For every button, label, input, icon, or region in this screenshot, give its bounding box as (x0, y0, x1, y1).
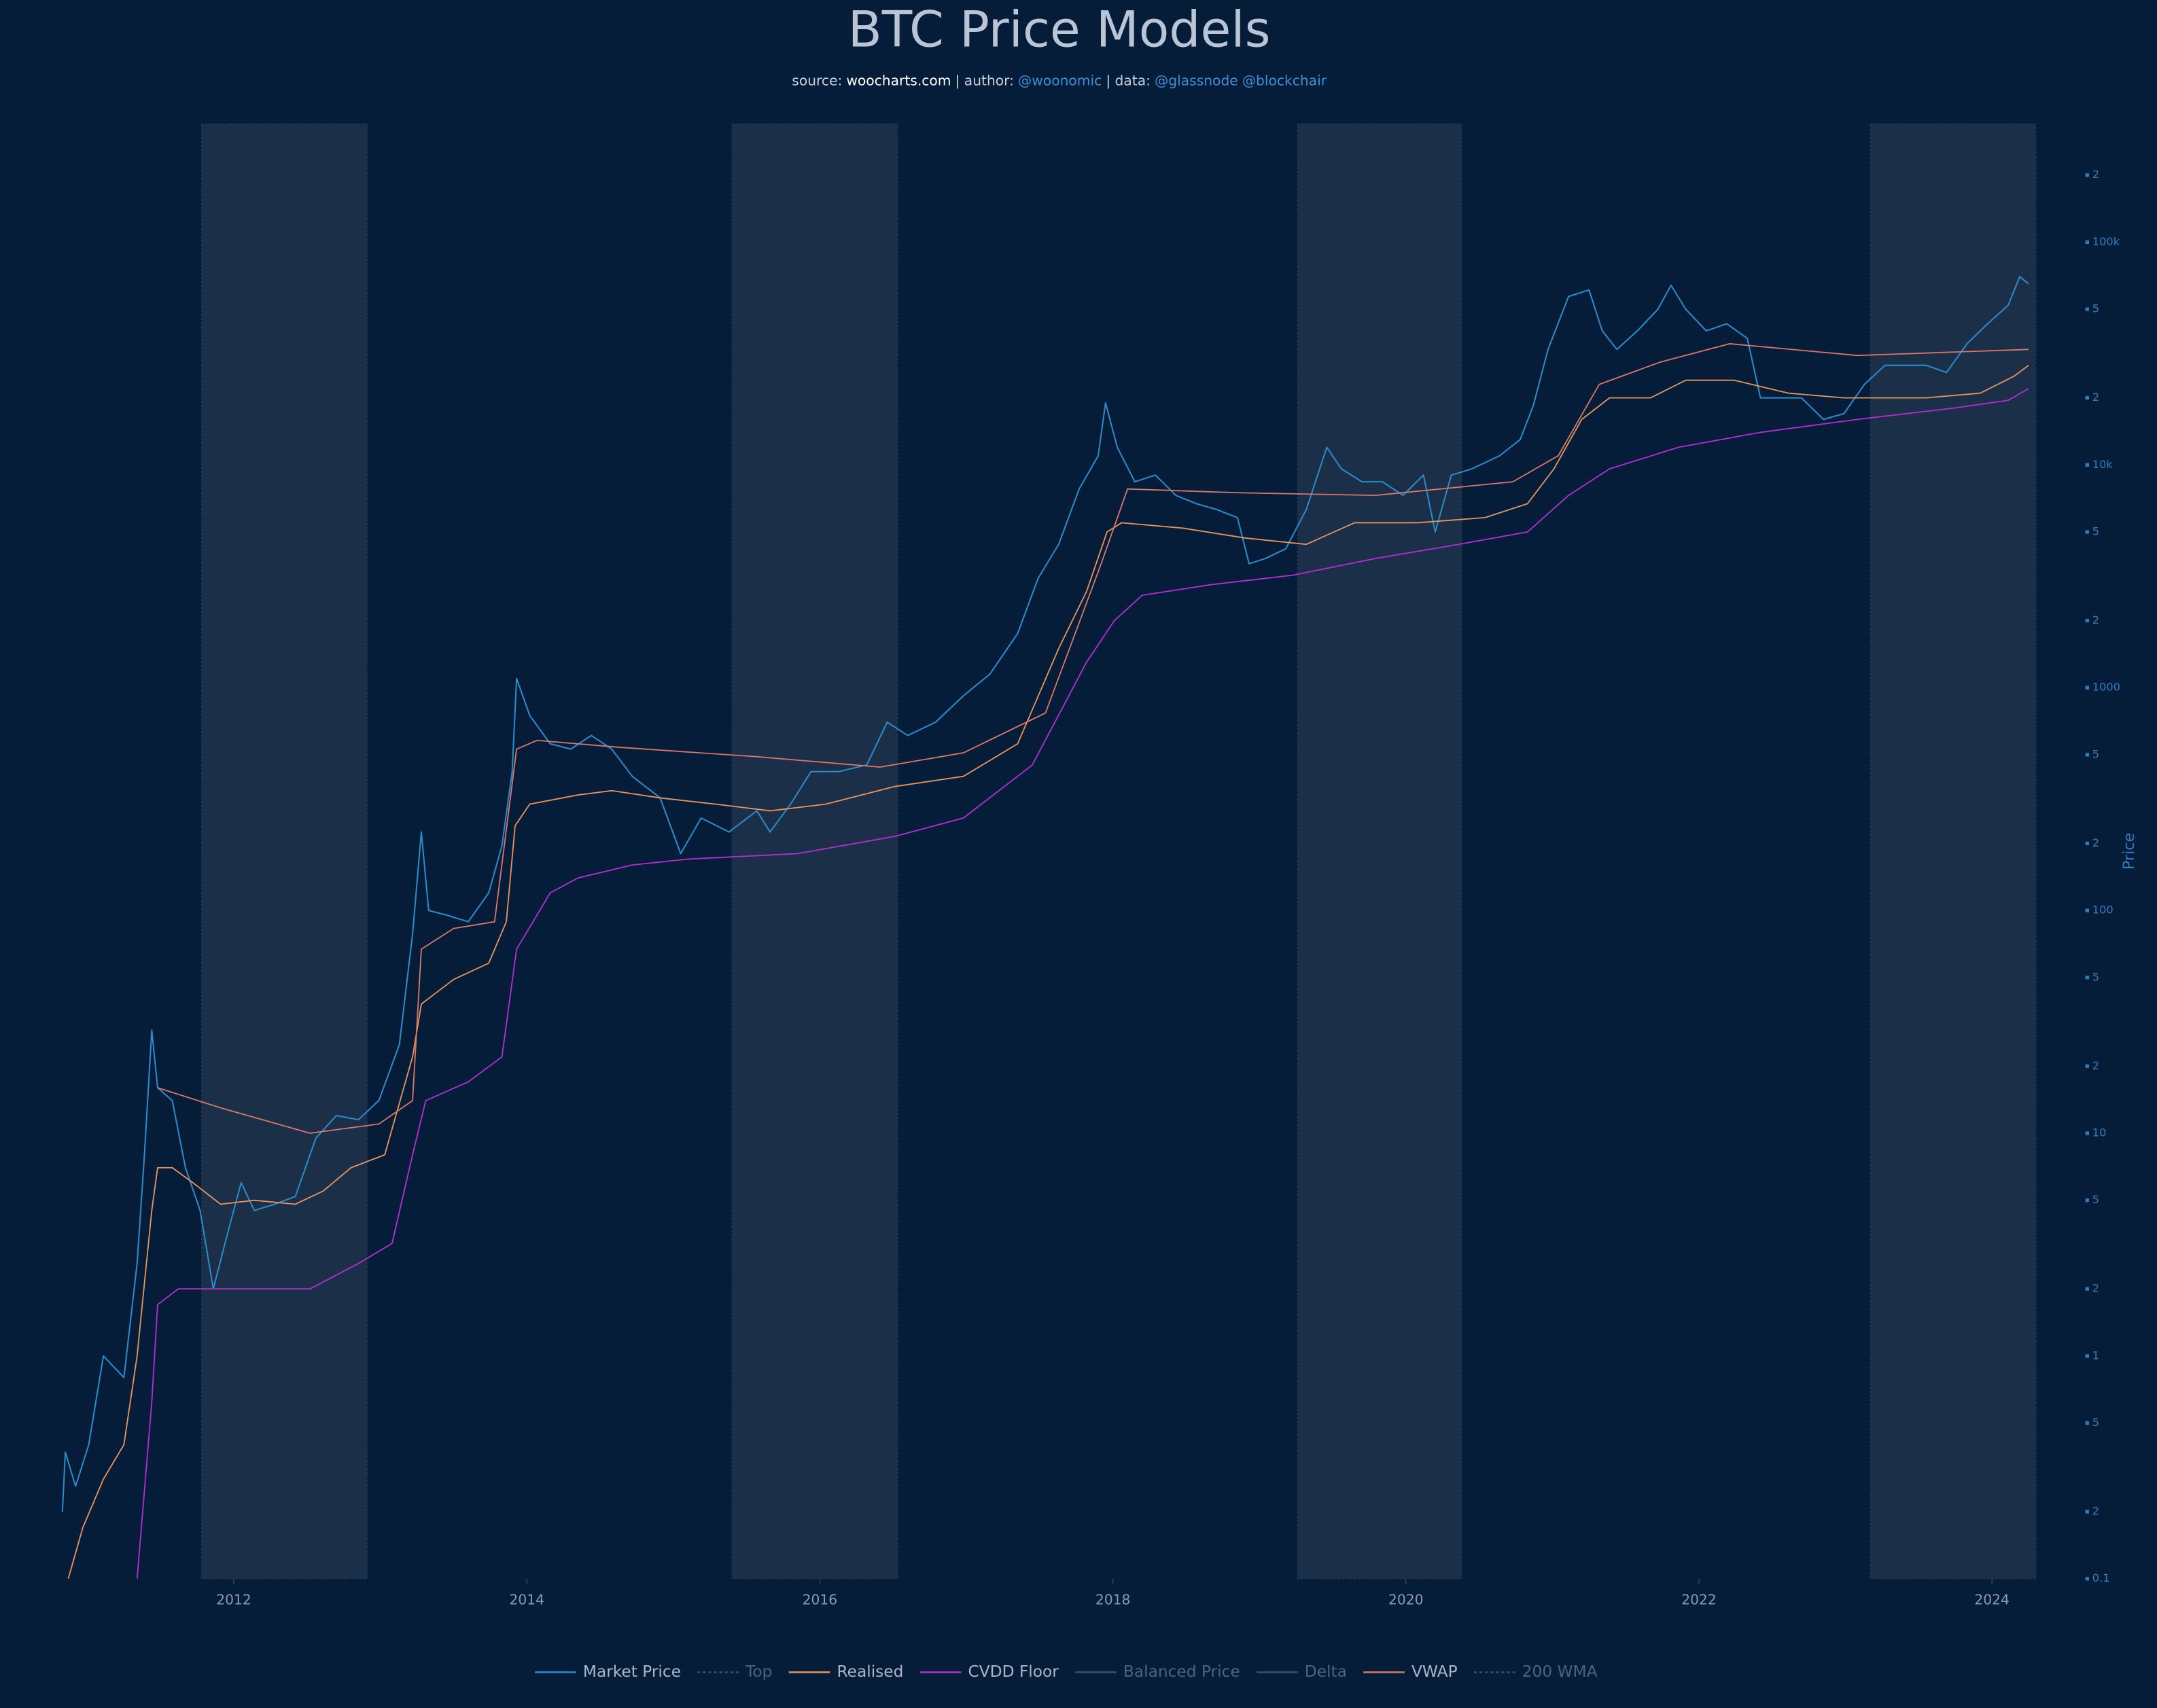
y-tick-label: 2 (2092, 836, 2099, 849)
y-tick-label: 5 (2092, 525, 2099, 538)
y-tick-label: 10 (2092, 1126, 2107, 1139)
subtitle-part: @woonomic (1018, 72, 1102, 88)
shaded-region (731, 123, 898, 1580)
legend-label: CVDD Floor (968, 1662, 1059, 1681)
chart-subtitle: source: woocharts.com | author: @woonomic | … (792, 72, 1327, 88)
legend-label: Market Price (583, 1662, 681, 1681)
shaded-region (1297, 123, 1462, 1580)
y-tick-mark (2085, 463, 2089, 467)
series-line (67, 364, 2029, 1579)
y-tick-label: 100k (2092, 235, 2120, 248)
y-tick-label: 10k (2092, 458, 2114, 471)
y-tick-mark (2085, 618, 2089, 623)
y-tick-mark (2085, 1131, 2089, 1135)
legend-label: VWAP (1411, 1662, 1458, 1681)
y-tick-label: 0.1 (2092, 1571, 2110, 1584)
legend-label: 200 WMA (1522, 1662, 1598, 1681)
y-tick-label: 2 (2092, 391, 2099, 404)
legend-label: Top (745, 1662, 772, 1681)
y-tick-mark (2085, 1198, 2089, 1203)
x-tick-label: 2020 (1388, 1592, 1424, 1608)
series-line (61, 276, 2029, 1512)
subtitle-part: @glassnode (1155, 72, 1238, 88)
y-tick-mark (2085, 1354, 2089, 1358)
y-tick-mark (2085, 1421, 2089, 1425)
y-tick-label: 5 (2092, 747, 2099, 760)
legend-label: Realised (837, 1662, 904, 1681)
y-tick-label: 5 (2092, 302, 2099, 315)
y-tick-mark (2085, 1064, 2089, 1068)
y-tick-mark (2085, 976, 2089, 980)
y-tick-mark (2085, 753, 2089, 757)
y-tick-label: 2 (2092, 168, 2099, 181)
y-tick-mark (2085, 908, 2089, 912)
subtitle-part: @blockchair (1242, 72, 1327, 88)
y-tick-label: 2 (2092, 1059, 2099, 1072)
y-tick-label: 2 (2092, 613, 2099, 626)
shaded-region (201, 123, 368, 1580)
x-tick-label: 2022 (1681, 1592, 1717, 1608)
subtitle-part: woocharts.com (846, 72, 951, 88)
x-tick-label: 2014 (509, 1592, 544, 1608)
y-tick-label: 100 (2092, 904, 2114, 917)
legend-label: Balanced Price (1123, 1662, 1240, 1681)
series-group (61, 276, 2029, 1579)
y-tick-mark (2085, 1287, 2089, 1291)
y-tick-mark (2085, 1577, 2089, 1581)
y-tick-mark (2085, 530, 2089, 534)
legend-label: Delta (1305, 1662, 1347, 1681)
y-tick-label: 2 (2092, 1505, 2099, 1518)
shaded-regions (201, 123, 2037, 1580)
y-tick-label: 1000 (2092, 681, 2120, 694)
chart-title: BTC Price Models (848, 1, 1271, 59)
shaded-region (1870, 123, 2037, 1580)
y-tick-mark (2085, 307, 2089, 311)
legend: Market Price Top Realised CVDD Floor Balance… (535, 1662, 1598, 1681)
y-tick-label: 1 (2092, 1349, 2099, 1362)
y-axis-label: Price (2120, 833, 2138, 870)
y-tick-mark (2085, 173, 2089, 177)
y-tick-mark (2085, 1510, 2089, 1514)
y-tick-mark (2085, 686, 2089, 690)
x-tick-label: 2012 (216, 1592, 251, 1608)
y-tick-mark (2085, 841, 2089, 846)
subtitle-part: | data: (1106, 72, 1151, 88)
y-tick-mark (2085, 240, 2089, 245)
x-tick-label: 2024 (1974, 1592, 2010, 1608)
y-tick-label: 5 (2092, 970, 2099, 983)
y-tick-label: 5 (2092, 1416, 2099, 1429)
x-tick-label: 2018 (1095, 1592, 1131, 1608)
series-line (136, 388, 2029, 1579)
subtitle-part: | author: (955, 72, 1014, 88)
series-line (157, 343, 2029, 1134)
y-tick-label: 2 (2092, 1282, 2099, 1295)
y-tick-mark (2085, 395, 2089, 400)
x-tick-label: 2016 (803, 1592, 838, 1608)
y-tick-label: 5 (2092, 1193, 2099, 1206)
subtitle-part: source: (792, 72, 842, 88)
